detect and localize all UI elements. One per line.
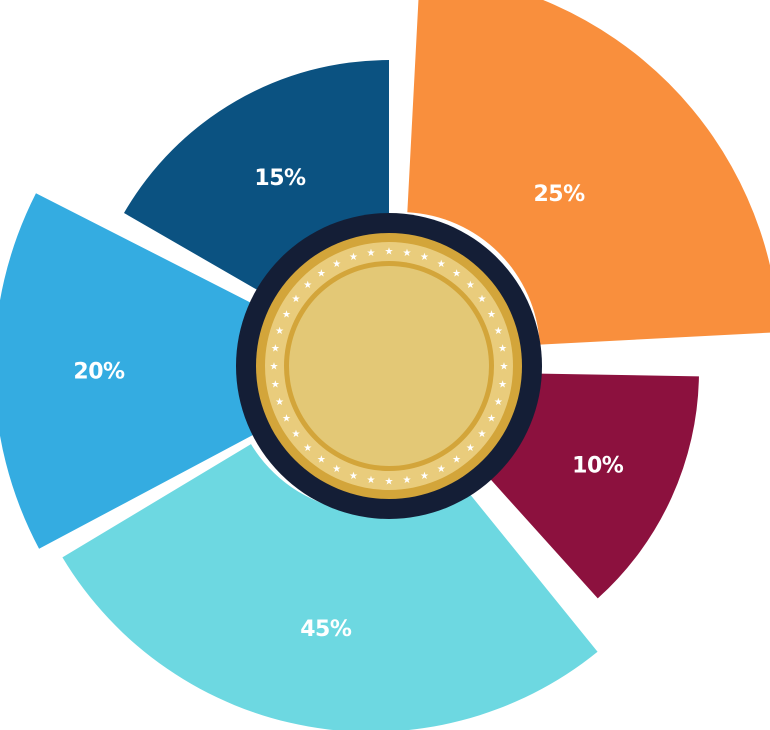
coin-star-icon: ★: [437, 464, 446, 475]
pie-labels: 25% 10% 45% 20% 15%: [73, 166, 624, 642]
slice-label-10: 10%: [572, 453, 624, 478]
coin-star-icon: ★: [271, 344, 280, 355]
coin-star-icon: ★: [420, 252, 429, 263]
coin-star-icon: ★: [437, 259, 446, 270]
coin-star-icon: ★: [498, 379, 507, 390]
coin-star-icon: ★: [385, 247, 394, 258]
coin-star-icon: ★: [291, 294, 300, 305]
coin-star-icon: ★: [291, 429, 300, 440]
coin-star-icon: ★: [271, 379, 280, 390]
coin-star-icon: ★: [349, 471, 358, 482]
slice-label-15: 15%: [254, 166, 306, 191]
coin-star-icon: ★: [487, 414, 496, 425]
coin-star-icon: ★: [275, 326, 284, 337]
coin-star-ring: ★ ★ ★★★★★★★★★★★★★★★★★★★★★★★★★★★★★★★★★★★★★ ★: [270, 247, 509, 488]
coin-star-icon: ★: [367, 475, 376, 486]
coin-star-icon: ★: [420, 471, 429, 482]
coin-star-icon: ★: [317, 455, 326, 466]
slice-label-45: 45%: [300, 617, 352, 642]
center-medallion: ★ ★ ★★★★★★★★★★★★★★★★★★★★★★★★★★★★★★★★★★★★★ ★: [236, 213, 542, 519]
coin-star-icon: ★: [403, 475, 412, 486]
pie-slice-10: [486, 373, 699, 599]
coin-star-icon: ★: [349, 252, 358, 263]
coin-star-icon: ★: [385, 477, 394, 488]
coin-star-icon: ★: [303, 443, 312, 454]
coin-star-icon: ★: [498, 344, 507, 355]
coin-star-icon: ★: [367, 248, 376, 259]
coin-star-icon: ★: [282, 309, 291, 320]
slice-label-20: 20%: [73, 359, 125, 384]
coin-star-icon: ★: [466, 443, 475, 454]
coin-star-icon: ★: [452, 268, 461, 279]
coin-star-icon: ★: [478, 429, 487, 440]
coin-star-icon: ★: [332, 259, 341, 270]
pie-slice-25: [407, 0, 770, 345]
coin-star-icon: ★: [466, 280, 475, 291]
coin-star-icon: ★: [500, 362, 509, 373]
coin-star-icon: ★: [478, 294, 487, 305]
coin-star-icon: ★: [452, 455, 461, 466]
pie-slice-45: [62, 444, 598, 730]
coin-star-icon: ★: [494, 326, 503, 337]
gold-coin-face: [289, 266, 489, 466]
coin-star-icon: ★: [332, 464, 341, 475]
coin-star-icon: ★: [317, 268, 326, 279]
coin-star-icon: ★: [275, 397, 284, 408]
coin-star-icon: ★: [487, 309, 496, 320]
coin-star-icon: ★: [282, 414, 291, 425]
coin-star-icon: ★: [303, 280, 312, 291]
slice-label-25: 25%: [534, 182, 586, 207]
coin-star-icon: ★: [270, 362, 279, 373]
coin-star-icon: ★: [403, 248, 412, 259]
pie-slice-20: [0, 193, 256, 549]
coin-star-icon: ★: [494, 397, 503, 408]
